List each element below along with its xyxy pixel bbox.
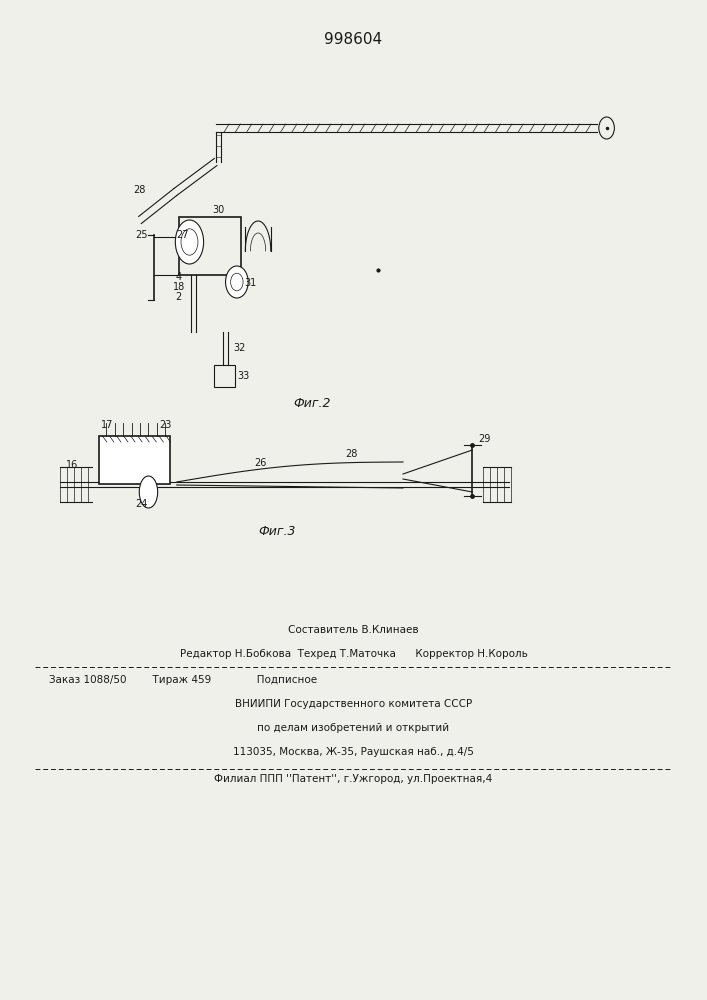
- Bar: [99, 436, 170, 484]
- Text: 32: 32: [233, 343, 246, 353]
- Text: 17: 17: [101, 420, 114, 430]
- Ellipse shape: [175, 220, 204, 264]
- Text: 28: 28: [133, 185, 146, 195]
- Text: ВНИИПИ Государственного комитета СССР: ВНИИПИ Государственного комитета СССР: [235, 699, 472, 709]
- Text: 16: 16: [66, 460, 78, 470]
- Text: 24: 24: [136, 499, 148, 509]
- Text: 18: 18: [173, 282, 185, 292]
- Text: 25: 25: [136, 230, 148, 240]
- Bar: [179, 217, 241, 275]
- Text: 28: 28: [345, 449, 358, 459]
- Text: 23: 23: [159, 420, 172, 430]
- Text: 27: 27: [176, 230, 189, 240]
- Text: Составитель В.Клинаев: Составитель В.Клинаев: [288, 625, 419, 635]
- Text: Редактор Н.Бобкова  Техред Т.Маточка      Корректор Н.Король: Редактор Н.Бобкова Техред Т.Маточка Корр…: [180, 649, 527, 659]
- Text: 26: 26: [255, 458, 267, 468]
- Text: по делам изобретений и открытий: по делам изобретений и открытий: [257, 723, 450, 733]
- Text: Фиг.3: Фиг.3: [258, 525, 296, 538]
- Text: 31: 31: [244, 278, 256, 288]
- Text: Фиг.2: Фиг.2: [293, 397, 331, 410]
- Circle shape: [226, 266, 248, 298]
- Text: 2: 2: [175, 292, 182, 302]
- Text: Заказ 1088/50        Тираж 459              Подписное: Заказ 1088/50 Тираж 459 Подписное: [49, 675, 317, 685]
- Text: 998604: 998604: [325, 32, 382, 47]
- Bar: [214, 365, 235, 387]
- Text: 4: 4: [175, 272, 182, 282]
- Text: 33: 33: [238, 371, 250, 381]
- Text: 29: 29: [478, 434, 491, 444]
- Text: 113035, Москва, Ж-35, Раушская наб., д.4/5: 113035, Москва, Ж-35, Раушская наб., д.4…: [233, 747, 474, 757]
- Text: 30: 30: [212, 205, 224, 215]
- Text: Филиал ППП ''Патент'', г.Ужгород, ул.Проектная,4: Филиал ППП ''Патент'', г.Ужгород, ул.Про…: [214, 774, 493, 784]
- Ellipse shape: [139, 476, 158, 508]
